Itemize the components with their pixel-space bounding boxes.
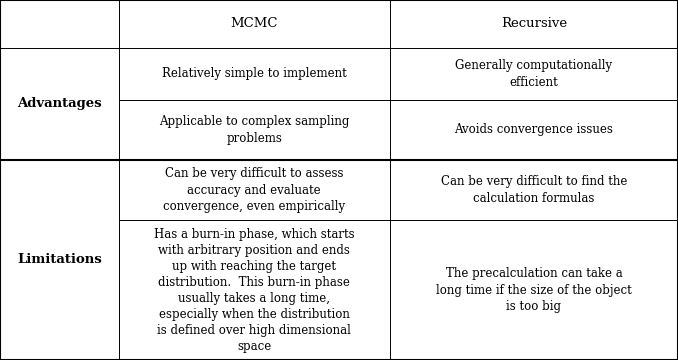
Text: MCMC: MCMC [231,17,278,30]
Text: Avoids convergence issues: Avoids convergence issues [454,123,614,136]
Text: Generally computationally
efficient: Generally computationally efficient [456,59,612,89]
Text: Has a burn-in phase, which starts
with arbitrary position and ends
up with reach: Has a burn-in phase, which starts with a… [154,228,355,353]
Text: Can be very difficult to assess
accuracy and evaluate
convergence, even empirica: Can be very difficult to assess accuracy… [163,167,345,213]
Text: The precalculation can take a
long time if the size of the object
is too big: The precalculation can take a long time … [436,267,632,313]
Text: Limitations: Limitations [17,253,102,266]
Text: Advantages: Advantages [17,97,102,110]
Text: Applicable to complex sampling
problems: Applicable to complex sampling problems [159,115,349,145]
Text: Can be very difficult to find the
calculation formulas: Can be very difficult to find the calcul… [441,175,627,205]
Text: Recursive: Recursive [501,17,567,30]
Text: Relatively simple to implement: Relatively simple to implement [162,67,346,80]
